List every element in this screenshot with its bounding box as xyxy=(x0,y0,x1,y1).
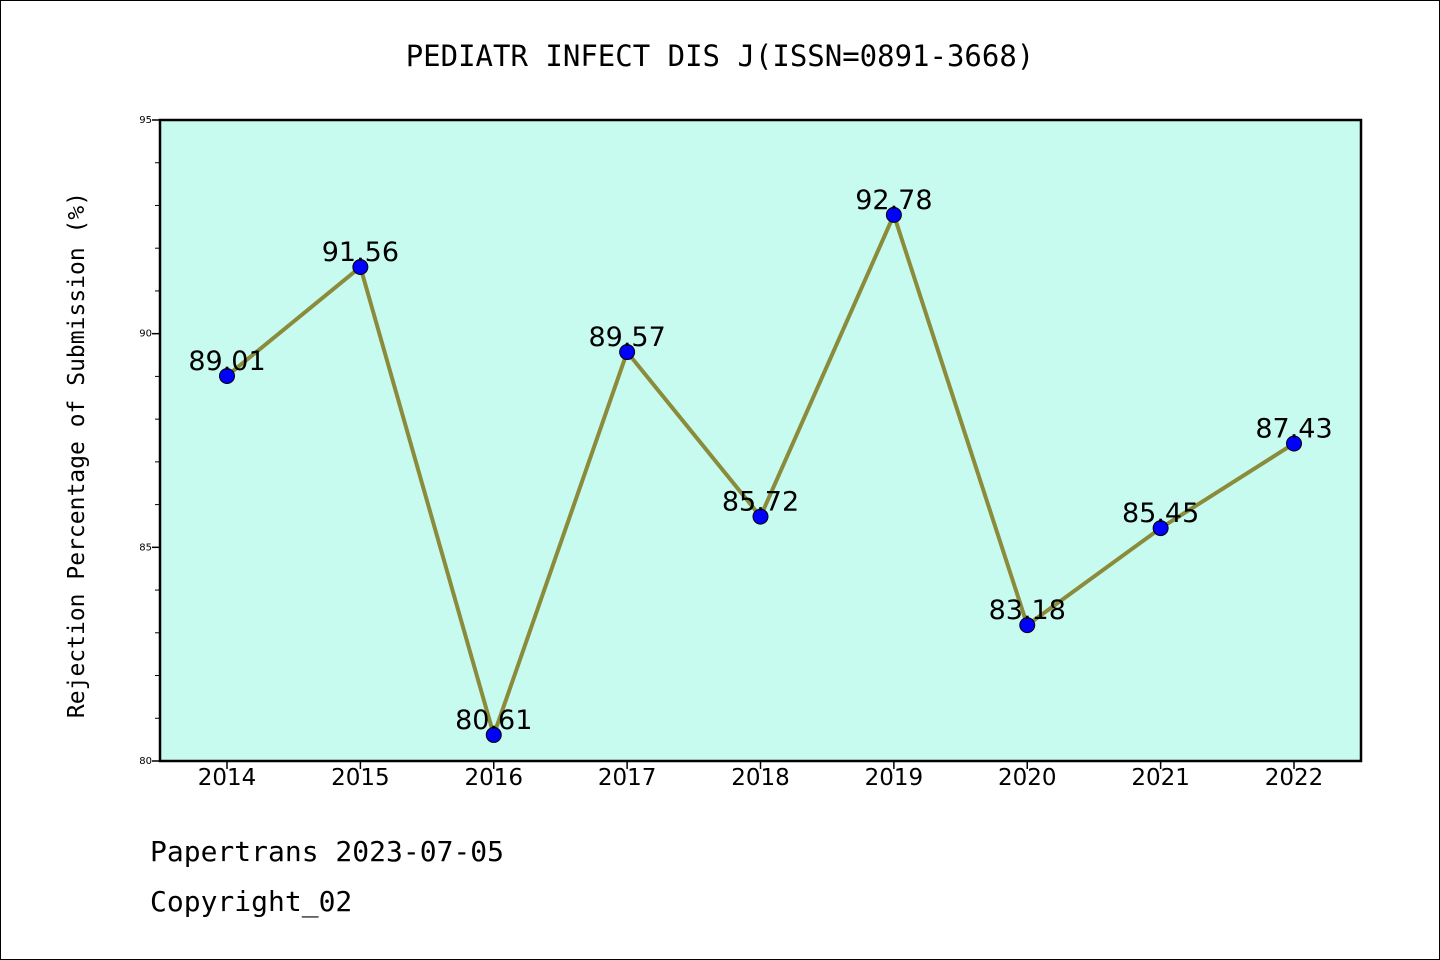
data-points xyxy=(219,206,1302,743)
x-tick-label: 2022 xyxy=(1265,765,1324,791)
y-tick-label: 85 xyxy=(139,542,152,553)
data-point xyxy=(885,206,902,223)
data-label: 85.45 xyxy=(1122,498,1199,529)
x-tick-label: 2016 xyxy=(464,765,523,791)
x-tick-label: 2015 xyxy=(331,765,390,791)
y-major-ticks xyxy=(152,119,160,762)
data-point xyxy=(619,344,636,361)
data-point xyxy=(1286,435,1302,452)
data-label: 89.57 xyxy=(588,322,665,353)
y-axis-label: Rejection Percentage of Submission (%) xyxy=(64,192,90,718)
plot-area xyxy=(160,120,1361,761)
y-tick-label: 90 xyxy=(139,329,152,340)
footer-copyright: Copyright_02 xyxy=(150,885,353,918)
data-label: 92.78 xyxy=(855,185,932,216)
x-axis-tick-labels: 2014 2015 2016 2017 2018 2019 2020 2021 2022 xyxy=(198,765,1324,791)
x-axis-ticks xyxy=(226,761,1295,769)
x-tick-label: 2014 xyxy=(198,765,257,791)
data-label: 89.01 xyxy=(188,346,265,377)
data-point xyxy=(1152,520,1169,537)
x-tick-label: 2017 xyxy=(598,765,657,791)
data-label: 91.56 xyxy=(322,237,399,268)
y-tick-label: 80 xyxy=(139,756,152,767)
data-point xyxy=(1019,617,1036,634)
data-point xyxy=(352,259,369,276)
data-label: 83.18 xyxy=(989,595,1066,626)
x-tick-label: 2020 xyxy=(998,765,1057,791)
y-axis-tick-labels: 80 85 90 95 xyxy=(139,115,152,767)
y-tick-label: 95 xyxy=(139,115,152,126)
data-label: 80.61 xyxy=(455,705,532,736)
data-labels: 89.01 91.56 80.61 89.57 85.72 92.78 83.18 85.45… xyxy=(188,185,1332,736)
plot-border xyxy=(158,118,1363,763)
x-tick-label: 2019 xyxy=(865,765,924,791)
data-point xyxy=(219,367,235,384)
chart-title: PEDIATR INFECT DIS J(ISSN=0891-3668) xyxy=(406,39,1035,73)
x-tick-label: 2021 xyxy=(1131,765,1190,791)
data-label: 85.72 xyxy=(722,487,799,518)
x-tick-label: 2018 xyxy=(731,765,790,791)
data-point xyxy=(485,726,502,743)
footer-source-date: Papertrans 2023-07-05 xyxy=(150,835,505,868)
data-point xyxy=(752,508,769,525)
data-label: 87.43 xyxy=(1255,413,1332,444)
